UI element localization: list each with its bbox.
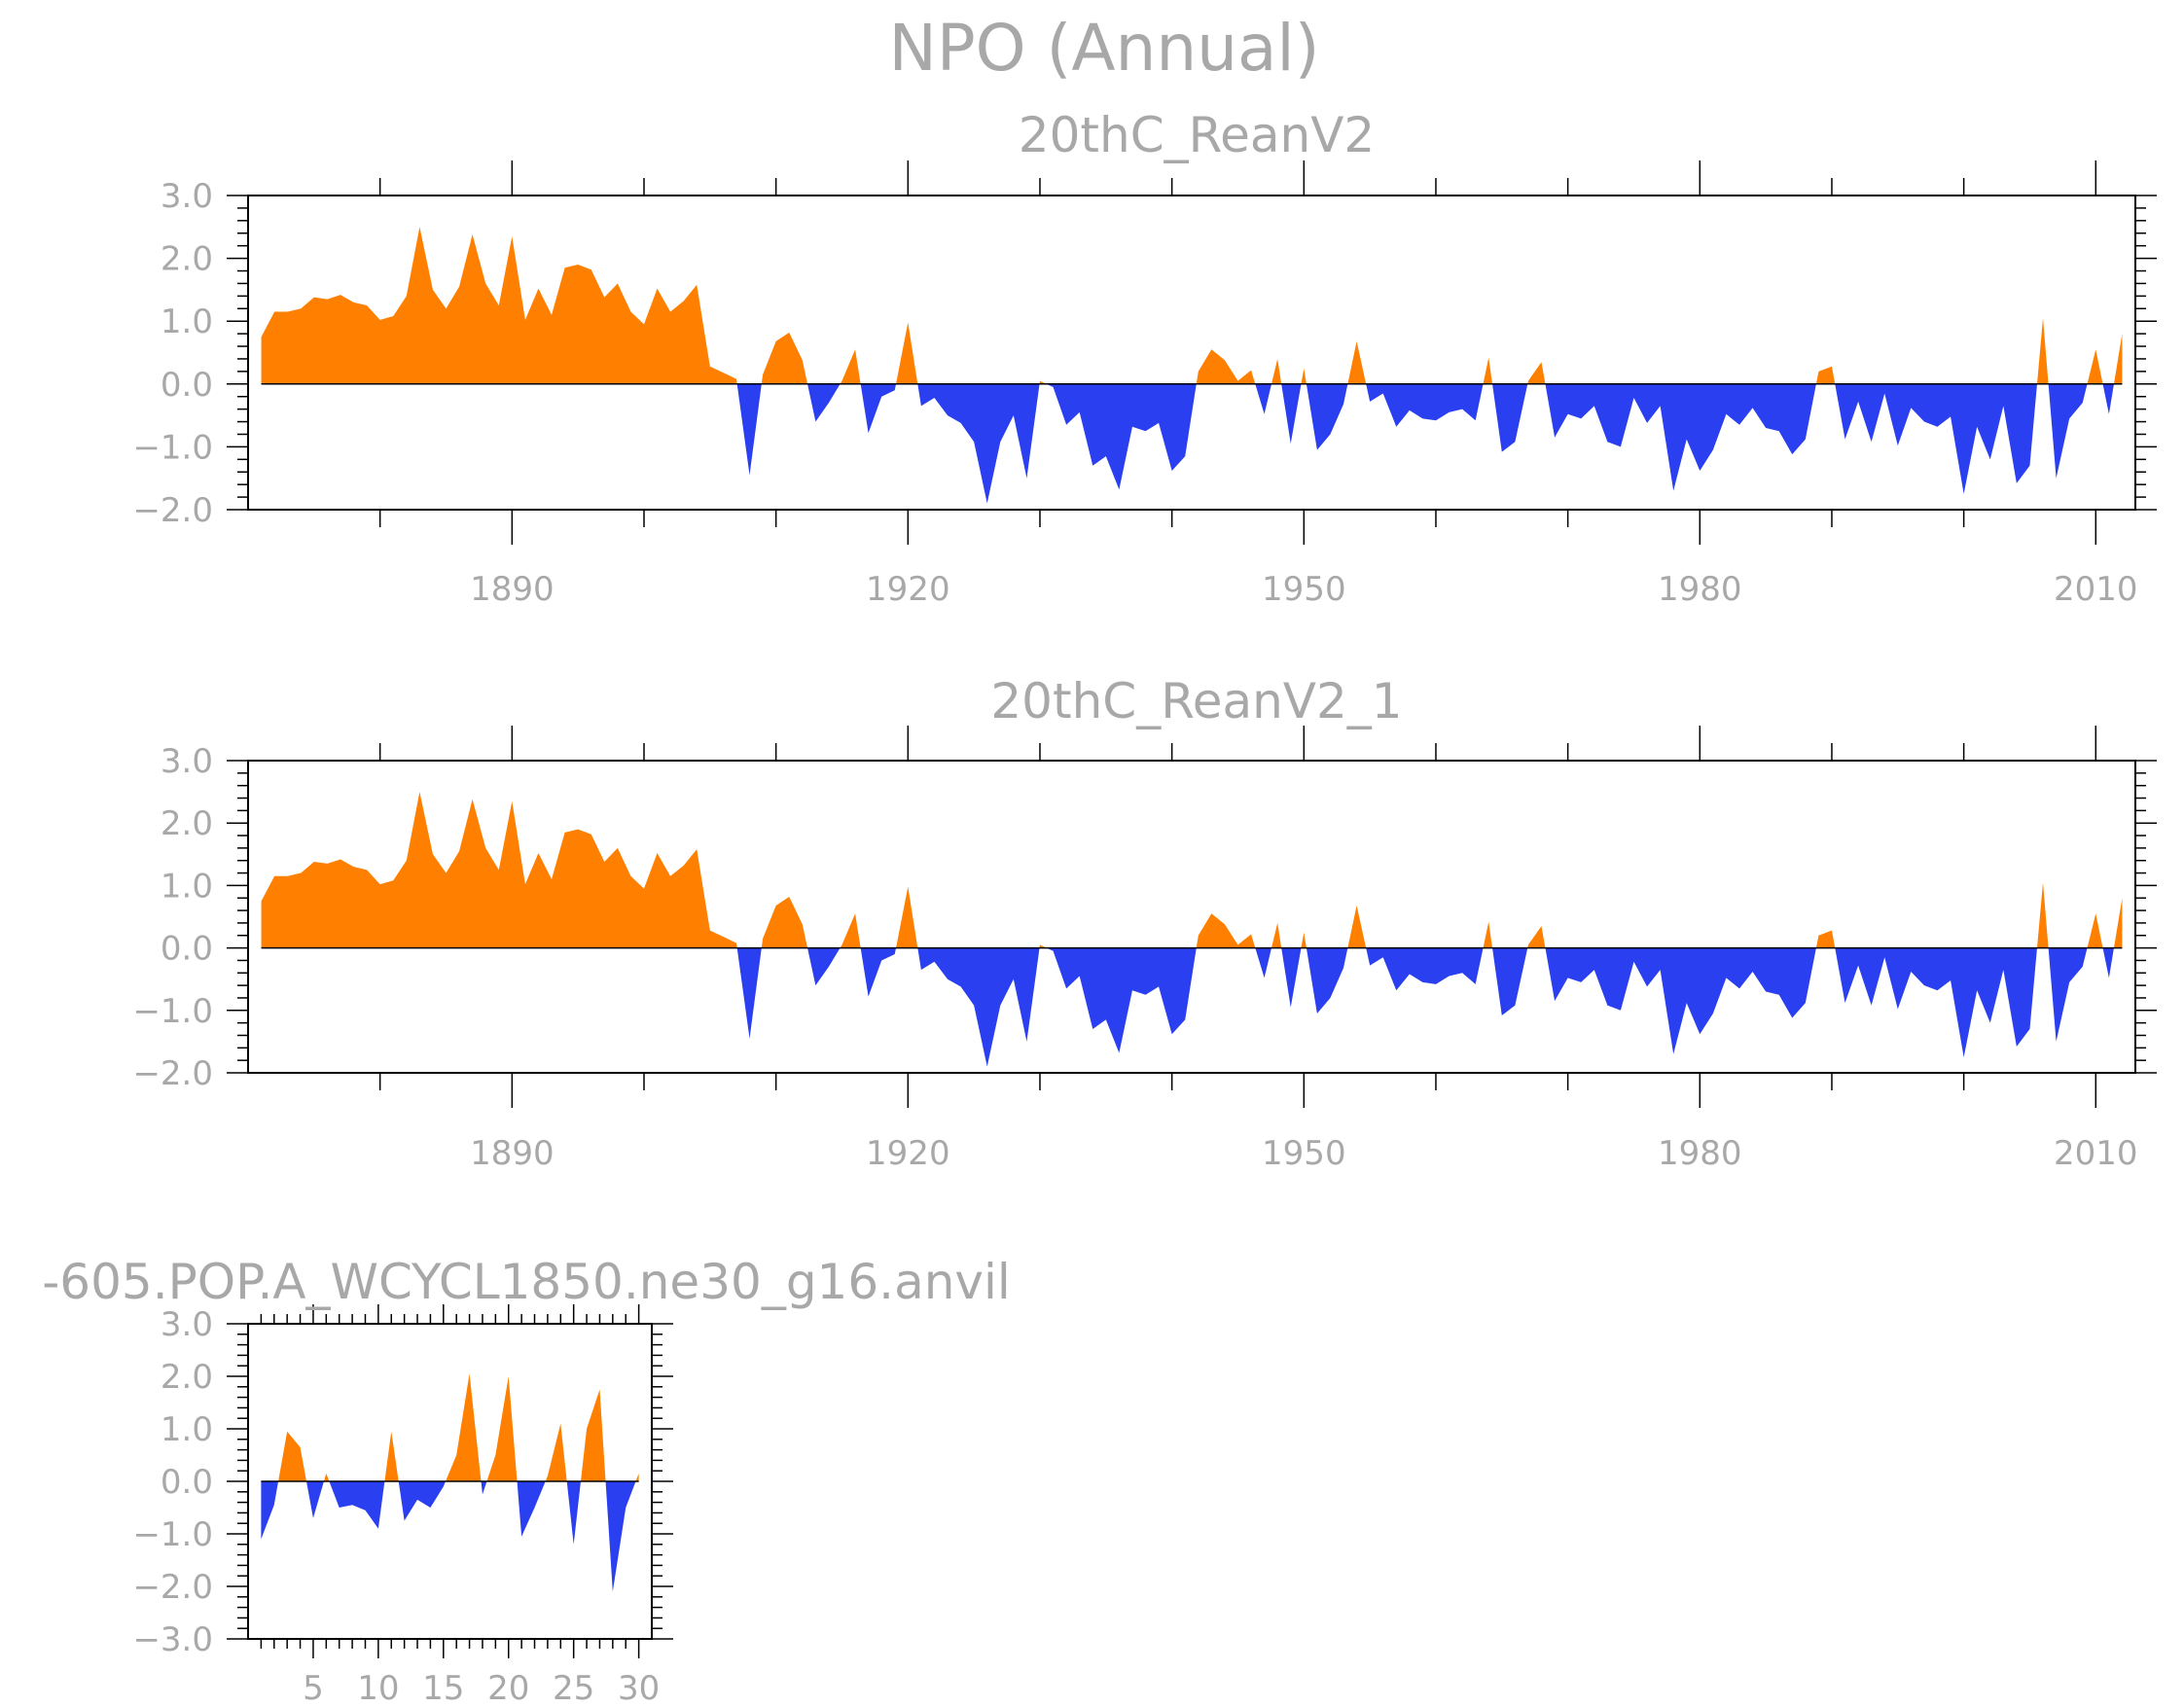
y-tick-label: −1.0 xyxy=(132,1515,213,1554)
x-tick-label: 1890 xyxy=(470,570,555,609)
y-tick-label: −2.0 xyxy=(132,491,213,530)
plot-frame xyxy=(247,760,2136,1074)
y-tick-label: 2.0 xyxy=(161,804,213,843)
x-tick-label: 30 xyxy=(618,1669,660,1707)
chart-middle: −2.0 −1.0 0.0 1.0 2.0 3.0 1890 1920 1950 1980 2010… xyxy=(132,673,2157,1173)
y-tick-label: −2.0 xyxy=(132,1568,213,1607)
series-area-negative xyxy=(261,383,2123,504)
x-tick-label: 10 xyxy=(357,1669,399,1707)
y-tick-label: −2.0 xyxy=(132,1054,213,1093)
y-tick-label: 3.0 xyxy=(161,1305,213,1344)
x-tick-label: 20 xyxy=(487,1669,529,1707)
x-tick-label: 1920 xyxy=(866,570,950,609)
y-tick-label: 2.0 xyxy=(161,1358,213,1397)
plot-frame xyxy=(247,195,2136,511)
series-area-positive xyxy=(261,227,2123,384)
chart-title: ‑605.POP.A_WCYCL1850.ne30_g16.anvil xyxy=(42,1254,1011,1310)
page-title: NPO (Annual) xyxy=(888,11,1319,86)
series-area-positive xyxy=(261,1373,639,1481)
y-tick-label: 0.0 xyxy=(161,930,213,969)
chart-bottom: −3.0 −2.0 −1.0 0.0 1.0 2.0 3.0 5 10 15 20 25 30 ‑605.… xyxy=(42,1254,1011,1707)
x-tick-label: 2010 xyxy=(2054,1134,2138,1173)
chart-top: −2.0 −1.0 0.0 1.0 2.0 3.0 1890 1920 1950 1980 2010… xyxy=(132,107,2157,609)
y-tick-label: −3.0 xyxy=(132,1620,213,1659)
series-area-positive xyxy=(261,792,2123,948)
y-tick-label: 3.0 xyxy=(161,742,213,781)
y-tick-label: 2.0 xyxy=(161,240,213,279)
chart-title: 20thC_ReanV2 xyxy=(1019,107,1375,163)
x-tick-label: 1920 xyxy=(866,1134,950,1173)
x-tick-label: 15 xyxy=(422,1669,464,1707)
y-tick-label: 0.0 xyxy=(161,1463,213,1502)
y-tick-label: 1.0 xyxy=(161,867,213,906)
x-tick-label: 1950 xyxy=(1262,1134,1346,1173)
x-tick-label: 2010 xyxy=(2054,570,2138,609)
series-area-negative xyxy=(261,1481,639,1592)
y-tick-label: 0.0 xyxy=(161,366,213,405)
x-tick-label: 1950 xyxy=(1262,570,1346,609)
y-tick-label: 1.0 xyxy=(161,1410,213,1449)
x-tick-label: 1980 xyxy=(1658,570,1742,609)
y-tick-label: −1.0 xyxy=(132,428,213,467)
x-tick-label: 1980 xyxy=(1658,1134,1742,1173)
x-tick-label: 5 xyxy=(303,1669,324,1707)
y-tick-label: 1.0 xyxy=(161,302,213,341)
x-tick-label: 25 xyxy=(553,1669,594,1707)
y-tick-label: −1.0 xyxy=(132,992,213,1031)
y-tick-label: 3.0 xyxy=(161,177,213,216)
chart-title: 20thC_ReanV2_1 xyxy=(990,673,1402,729)
x-tick-label: 1890 xyxy=(470,1134,555,1173)
series-area-negative xyxy=(261,947,2123,1067)
